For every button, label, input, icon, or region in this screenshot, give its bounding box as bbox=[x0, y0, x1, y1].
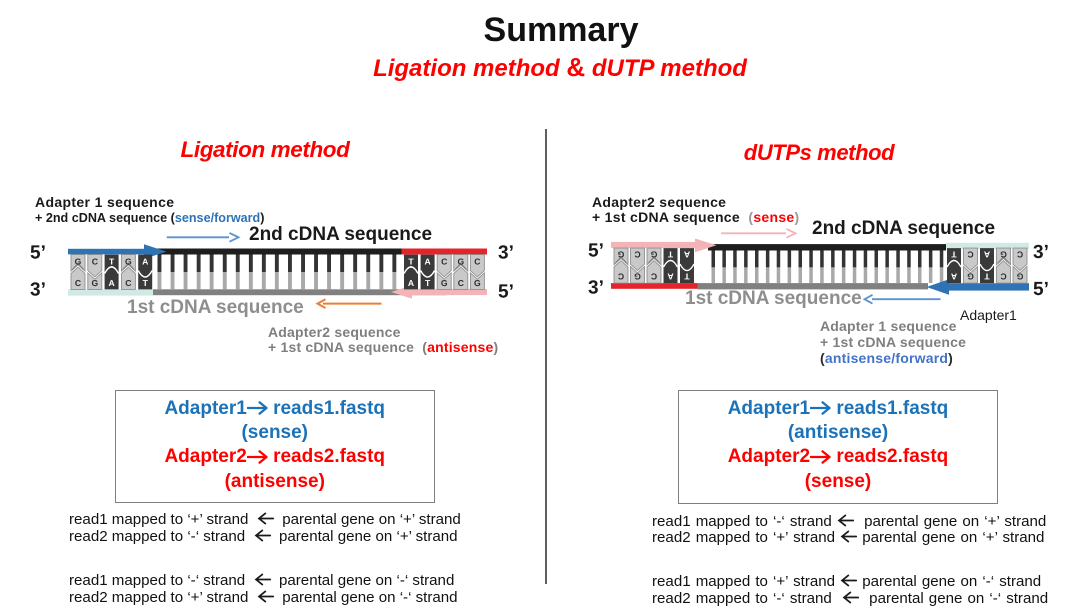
svg-text:G: G bbox=[91, 278, 98, 288]
svg-text:C: C bbox=[75, 278, 81, 288]
svg-text:T: T bbox=[984, 271, 990, 281]
svg-text:A: A bbox=[951, 271, 957, 281]
svg-text:G: G bbox=[650, 250, 657, 260]
svg-text:5’: 5’ bbox=[498, 282, 514, 303]
svg-text:A: A bbox=[424, 256, 430, 266]
svg-text:T: T bbox=[143, 278, 149, 288]
svg-text:C: C bbox=[92, 256, 98, 266]
svg-text:G: G bbox=[1016, 271, 1023, 281]
svg-text:G: G bbox=[441, 278, 448, 288]
svg-text:T: T bbox=[951, 250, 957, 260]
svg-text:C: C bbox=[1017, 250, 1023, 260]
svg-text:C: C bbox=[967, 250, 973, 260]
svg-text:T: T bbox=[684, 271, 690, 281]
svg-text:C: C bbox=[1000, 271, 1006, 281]
svg-text:5’: 5’ bbox=[588, 241, 604, 262]
svg-text:G: G bbox=[75, 256, 82, 266]
svg-text:5’: 5’ bbox=[30, 243, 46, 264]
svg-text:G: G bbox=[457, 256, 464, 266]
svg-text:A: A bbox=[108, 278, 114, 288]
svg-text:5’: 5’ bbox=[1033, 279, 1049, 300]
svg-text:A: A bbox=[984, 250, 990, 260]
svg-text:T: T bbox=[425, 278, 431, 288]
svg-text:T: T bbox=[667, 250, 673, 260]
svg-text:C: C bbox=[125, 278, 131, 288]
svg-text:3’: 3’ bbox=[30, 280, 46, 301]
svg-text:A: A bbox=[684, 250, 690, 260]
svg-text:3’: 3’ bbox=[1033, 242, 1049, 263]
svg-text:T: T bbox=[109, 256, 115, 266]
svg-text:C: C bbox=[651, 271, 657, 281]
svg-text:C: C bbox=[441, 256, 447, 266]
svg-text:A: A bbox=[142, 256, 148, 266]
svg-text:C: C bbox=[618, 271, 624, 281]
svg-text:G: G bbox=[617, 250, 624, 260]
svg-text:G: G bbox=[967, 271, 974, 281]
svg-text:G: G bbox=[1000, 250, 1007, 260]
svg-text:C: C bbox=[474, 256, 480, 266]
svg-text:C: C bbox=[458, 278, 464, 288]
svg-text:G: G bbox=[634, 271, 641, 281]
svg-text:3’: 3’ bbox=[498, 243, 514, 264]
svg-text:G: G bbox=[474, 278, 481, 288]
svg-text:A: A bbox=[408, 278, 414, 288]
svg-text:A: A bbox=[667, 271, 673, 281]
svg-text:T: T bbox=[408, 256, 414, 266]
svg-text:3’: 3’ bbox=[588, 278, 604, 299]
svg-text:G: G bbox=[125, 256, 132, 266]
svg-text:C: C bbox=[634, 250, 640, 260]
